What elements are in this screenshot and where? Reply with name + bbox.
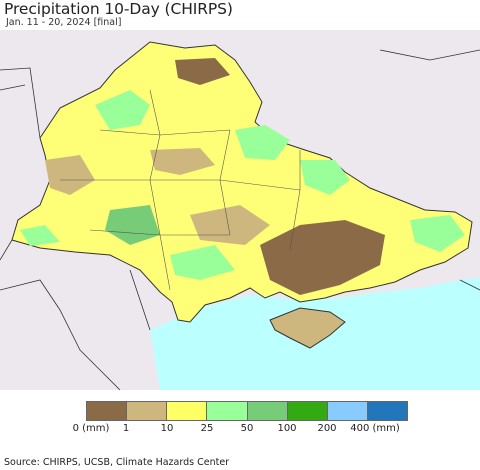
green-patch-west bbox=[20, 225, 60, 246]
source-credit: Source: CHIRPS, UCSB, Climate Hazards Ce… bbox=[4, 457, 230, 468]
dry-patch-southeast bbox=[260, 220, 385, 295]
tan-patch-north-central bbox=[150, 148, 215, 175]
legend-swatch-2 bbox=[167, 402, 208, 420]
legend-swatch-1 bbox=[127, 402, 168, 420]
legend-label-4: 50 bbox=[240, 423, 254, 434]
legend-swatch-5 bbox=[287, 402, 328, 420]
tan-patch-northwest bbox=[45, 155, 95, 195]
country-borders bbox=[0, 49, 480, 390]
legend-swatch-7 bbox=[367, 402, 407, 420]
color-legend bbox=[86, 401, 408, 421]
green-patch-north bbox=[95, 90, 150, 130]
precipitation-map bbox=[0, 30, 480, 390]
green-patch-northeast bbox=[235, 125, 290, 160]
crimea bbox=[269, 307, 346, 349]
legend-label-1: 1 bbox=[122, 423, 130, 434]
legend-ticks: 0 (mm) 1 10 25 50 100 200 400 (mm) bbox=[0, 423, 480, 437]
legend-swatch-6 bbox=[327, 402, 368, 420]
legend-swatch-3 bbox=[207, 402, 248, 420]
legend-label-3: 25 bbox=[200, 423, 214, 434]
green-patch-east bbox=[300, 160, 350, 195]
legend-label-0: 0 (mm) bbox=[72, 423, 110, 434]
legend-label-5: 100 bbox=[277, 423, 297, 434]
legend-swatch-0 bbox=[87, 402, 128, 420]
date-range-subtitle: Jan. 11 - 20, 2024 [final] bbox=[6, 17, 122, 28]
green-patch-south bbox=[170, 245, 235, 280]
page-title: Precipitation 10-Day (CHIRPS) bbox=[4, 0, 233, 18]
legend-label-7: 400 (mm) bbox=[350, 423, 400, 434]
dry-patch-north bbox=[175, 58, 230, 85]
green-patch-central bbox=[105, 205, 160, 245]
oblast-borders bbox=[60, 89, 301, 291]
green-patch-southeast bbox=[410, 215, 465, 252]
legend-label-6: 200 bbox=[317, 423, 337, 434]
legend-label-2: 10 bbox=[160, 423, 174, 434]
legend-swatch-4 bbox=[247, 402, 288, 420]
